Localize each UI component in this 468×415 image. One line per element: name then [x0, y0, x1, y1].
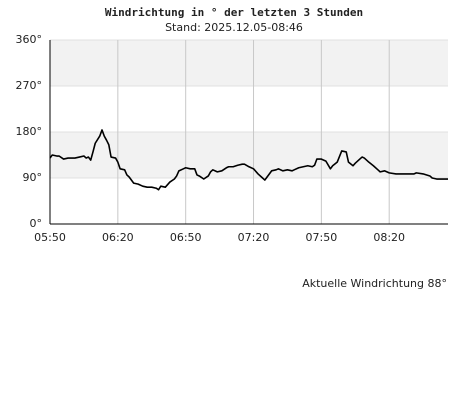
annotation: Aktuelle Windrichtung 88°: [302, 277, 447, 290]
x-tick-label: 08:20: [373, 231, 405, 244]
x-tick-label: 06:20: [102, 231, 134, 244]
x-tick-label: 05:50: [34, 231, 66, 244]
x-tick-label: 07:50: [306, 231, 338, 244]
x-tick-label: 07:20: [238, 231, 270, 244]
chart-title: Windrichtung in ° der letzten 3 Stunden: [105, 6, 363, 19]
band: [50, 40, 448, 86]
x-tick-label: 06:50: [170, 231, 202, 244]
data-line: [49, 129, 448, 191]
band: [50, 132, 448, 178]
y-tick-label: 0°: [30, 217, 43, 230]
y-tick-label: 270°: [16, 79, 43, 92]
y-tick-label: 360°: [16, 33, 43, 46]
chart-subtitle: Stand: 2025.12.05-08:46: [165, 21, 303, 34]
y-tick-label: 90°: [23, 171, 43, 184]
y-tick-label: 180°: [16, 125, 43, 138]
